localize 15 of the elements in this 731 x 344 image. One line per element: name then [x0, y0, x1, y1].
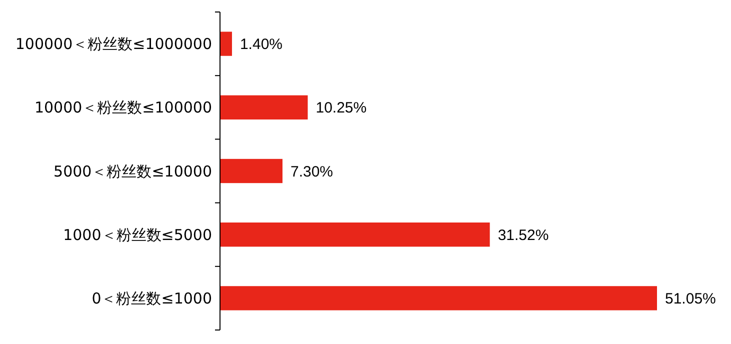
bar: [220, 95, 308, 120]
bar: [220, 158, 282, 184]
data-label: 51.05%: [665, 290, 716, 308]
y-tick-label: 10000＜粉丝数≤100000: [34, 98, 212, 117]
y-tick-label: 0＜粉丝数≤1000: [92, 289, 212, 308]
data-label: 31.52%: [498, 226, 549, 244]
y-tick-label: 100000＜粉丝数≤1000000: [15, 35, 212, 54]
data-label: 10.25%: [316, 100, 367, 117]
y-tick-label: 5000＜粉丝数≤10000: [54, 162, 212, 180]
bar: [220, 222, 490, 247]
data-label: 1.40%: [240, 36, 283, 54]
data-label: 7.30%: [290, 163, 334, 180]
bar: [220, 286, 657, 310]
bar: [220, 32, 232, 56]
y-tick-label: 1000＜粉丝数≤5000: [63, 226, 212, 244]
